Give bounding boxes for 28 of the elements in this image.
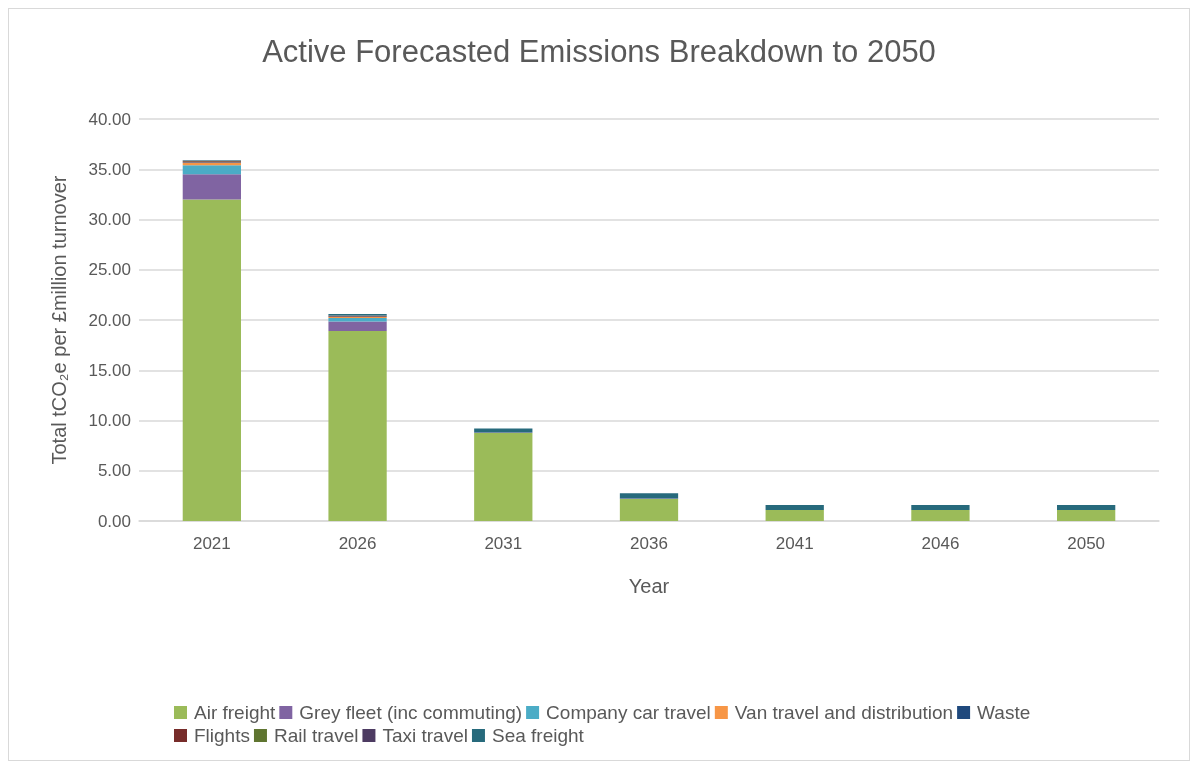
y-tick-label: 20.00 [88,310,131,330]
x-tick-label: 2021 [192,534,231,553]
y-tick-label: 40.00 [88,109,131,129]
y-tick-label: 25.00 [88,260,131,280]
legend-label: Company car travel [546,702,711,723]
y-tick-label: 0.00 [97,511,131,531]
legend-label: Flights [194,725,250,746]
x-tick-label: 2031 [484,534,523,553]
legend-label: Sea freight [491,725,585,746]
legend-label: Grey fleet (inc commuting) [299,702,523,723]
legend-label: Taxi travel [382,725,468,746]
legend-label: Waste [977,702,1031,723]
chart-title: Active Forecasted Emissions Breakdown to 2050 [262,34,936,69]
x-tick-label: 2036 [630,534,668,553]
y-tick-label: 15.00 [88,360,131,380]
x-tick-label: 2026 [338,534,377,553]
y-axis-title: Total tCO₂e per £million turnover [48,175,70,465]
legend-label: Van travel and distribution [734,702,954,723]
x-axis-title: Year [628,575,670,597]
x-tick-label: 2050 [1067,534,1106,553]
x-tick-label: 2041 [775,534,814,553]
y-tick-label: 5.00 [97,461,131,481]
y-tick-label: 10.00 [88,411,131,430]
y-tick-label: 30.00 [88,210,131,229]
x-tick-label: 2046 [921,534,960,553]
y-tick-label: 35.00 [88,159,131,179]
legend-label: Rail travel [273,725,359,746]
legend-label: Air freight [194,702,277,723]
